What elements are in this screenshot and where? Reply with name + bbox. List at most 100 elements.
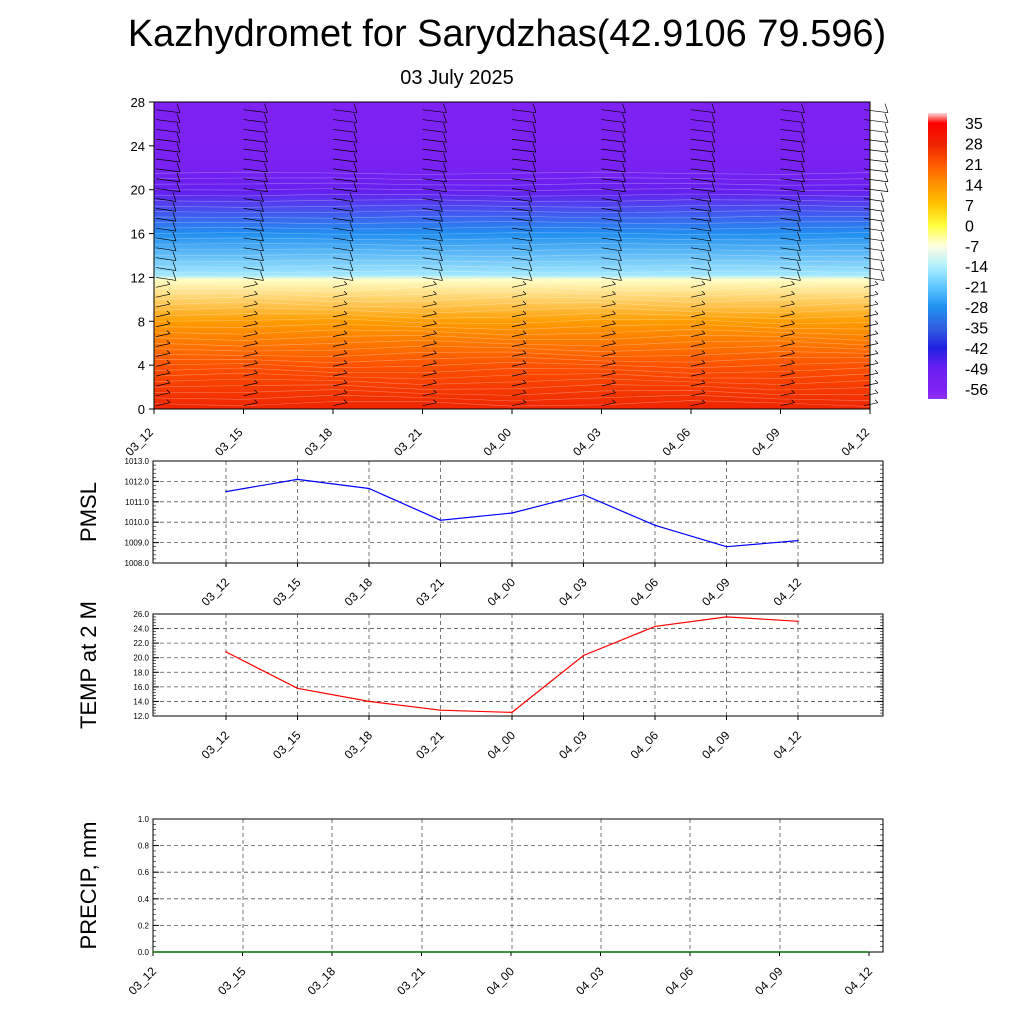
wind-barb-flag: [791, 379, 795, 384]
wind-barb-flag: [612, 281, 616, 285]
wind-barb-04_09: [780, 323, 795, 328]
heatmap-x-tick-label: 04_06: [660, 425, 694, 459]
heatmap-contour-line: [153, 264, 871, 268]
wind-barb-flag: [176, 123, 181, 133]
wind-barb-04_06: [690, 247, 712, 252]
wind-barb-04_06: [690, 217, 712, 222]
wind-barb-flag: [433, 359, 437, 364]
wind-barb-flag: [791, 320, 795, 325]
wind-barb-flag: [797, 251, 801, 261]
wind-barb-04_09: [780, 353, 795, 357]
x-tick-label: 04_03: [573, 964, 607, 998]
wind-barb-03_21: [422, 353, 437, 357]
wind-barb-flag: [443, 143, 447, 153]
wind-barb-04_03: [601, 343, 616, 347]
heatmap-contour-line: [153, 367, 871, 374]
wind-barb-flag: [264, 162, 268, 172]
wind-barb-04_12: [863, 333, 879, 337]
wind-barb-flag: [707, 251, 712, 261]
wind-barb-03_12: [155, 148, 181, 153]
heatmap-contour-line: [153, 400, 871, 407]
wind-barb-flag: [254, 281, 258, 285]
wind-barb-flag: [176, 143, 181, 153]
wind-barb-flag: [343, 310, 348, 315]
wind-barb-flag: [701, 379, 706, 384]
wind-barb-04_00: [511, 313, 527, 318]
x-tick-label: 04_12: [771, 728, 805, 762]
wind-barb-flag: [797, 261, 801, 271]
wind-barb-04_09: [780, 138, 805, 143]
x-tick-label: 03_12: [199, 728, 233, 762]
wind-barb-flag: [618, 212, 622, 222]
wind-barb-flag: [522, 389, 527, 394]
heatmap-y-tick-label: 16: [131, 227, 145, 242]
wind-barb-04_09: [780, 372, 795, 377]
wind-barb-03_15: [243, 277, 264, 281]
wind-barb-04_06: [690, 109, 716, 114]
wind-barb-flag: [353, 152, 358, 163]
wind-barb-flag: [622, 113, 626, 123]
wind-barb-04_12: [863, 267, 885, 271]
wind-barb-04_12: [863, 178, 889, 183]
series-point: [654, 625, 656, 628]
wind-barb-04_06: [690, 323, 706, 328]
heatmap-contour-line: [153, 361, 871, 369]
heatmap-contour-line: [153, 301, 871, 308]
wind-barb-flag: [707, 231, 712, 242]
wind-barb-04_12: [863, 148, 889, 153]
wind-barb-flag: [349, 192, 354, 202]
wind-barb-flag: [343, 340, 348, 344]
wind-barb-flag: [874, 290, 879, 295]
wind-barb-04_00: [511, 198, 533, 202]
wind-barb-flag: [166, 379, 171, 384]
wind-barb-04_09: [780, 303, 795, 308]
wind-barb-flag: [439, 271, 443, 281]
colorbar-label: 21: [965, 157, 983, 174]
heatmap-x-tick-label: 03_15: [212, 425, 246, 459]
wind-barb-04_03: [601, 227, 622, 232]
wind-barb-flag: [349, 241, 354, 251]
wind-barb-04_12: [863, 217, 885, 222]
wind-barb-03_12: [155, 168, 181, 173]
colorbar-label: 0: [965, 218, 974, 235]
wind-barb-04_06: [690, 372, 706, 377]
wind-barb-flag: [532, 182, 537, 192]
wind-barb-flag: [884, 103, 889, 113]
heatmap-x-tick-label: 03_12: [123, 425, 157, 459]
wind-barb-flag: [176, 152, 181, 163]
x-tick-label: 04_06: [663, 964, 697, 998]
wind-barb-flag: [349, 212, 354, 222]
wind-barb-04_06: [690, 129, 716, 133]
wind-barb-04_03: [601, 119, 626, 123]
wind-barb-04_09: [780, 208, 801, 212]
wind-barb-flag: [349, 251, 354, 261]
wind-barb-flag: [522, 350, 527, 354]
wind-barb-04_03: [601, 353, 616, 357]
x-tick-label: 04_00: [485, 728, 519, 762]
wind-barb-flag: [443, 152, 447, 163]
wind-barb-04_00: [511, 277, 533, 281]
x-tick-label: 03_18: [342, 728, 376, 762]
wind-barb-03_21: [422, 148, 447, 153]
x-tick-label: 03_15: [215, 964, 249, 998]
wind-barb-04_06: [690, 392, 706, 397]
y-tick-label: 0.8: [138, 842, 150, 851]
heatmap-contour-line: [153, 237, 871, 241]
wind-barb-flag: [172, 271, 177, 281]
wind-barb-04_09: [780, 188, 805, 192]
wind-barb-flag: [797, 221, 801, 232]
wind-barb-04_03: [601, 217, 622, 222]
wind-barb-04_00: [511, 158, 537, 163]
wind-barb-04_03: [601, 402, 616, 407]
wind-barb-flag: [701, 320, 706, 325]
wind-barb-04_06: [690, 158, 716, 163]
wind-barb-flag: [884, 113, 889, 123]
wind-barb-flag: [166, 281, 171, 285]
wind-barb-04_00: [511, 178, 537, 183]
y-tick-label: 1011.0: [125, 498, 149, 507]
wind-barb-03_18: [332, 237, 354, 242]
series-point: [439, 709, 442, 711]
wind-barb-flag: [701, 369, 706, 374]
heatmap-contour-line: [153, 296, 871, 303]
wind-barb-04_03: [601, 237, 622, 242]
